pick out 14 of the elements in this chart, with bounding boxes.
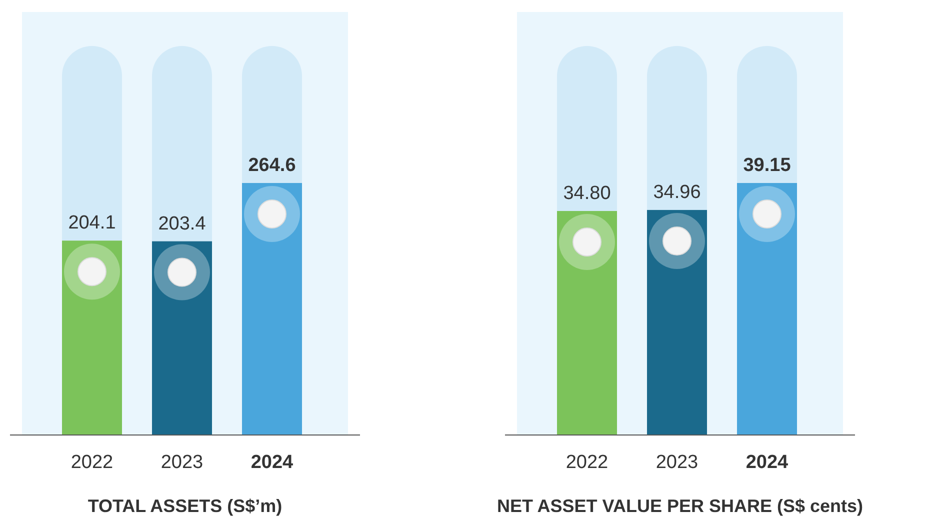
data-label: 34.80	[563, 183, 611, 204]
text: TOTAL ASSETS (S$’m)	[88, 496, 282, 516]
x-tick-label: 2022	[70, 452, 114, 473]
text: NET ASSET VALUE PER SHARE (S$ cents)	[496, 496, 864, 516]
x-tick-label: 2024	[746, 452, 789, 473]
data-label: 204.1	[68, 212, 116, 234]
data-label: 203.4	[158, 213, 206, 234]
x-tick-label: 2023	[656, 452, 698, 473]
x-tick-label: 2022	[566, 452, 608, 473]
data-label: 264.6	[248, 155, 296, 176]
x-tick-label: 2024	[250, 452, 294, 473]
data-label: 34.96	[653, 182, 701, 203]
data-label: 39.15	[743, 155, 792, 176]
x-tick-label: 2023	[160, 452, 204, 473]
